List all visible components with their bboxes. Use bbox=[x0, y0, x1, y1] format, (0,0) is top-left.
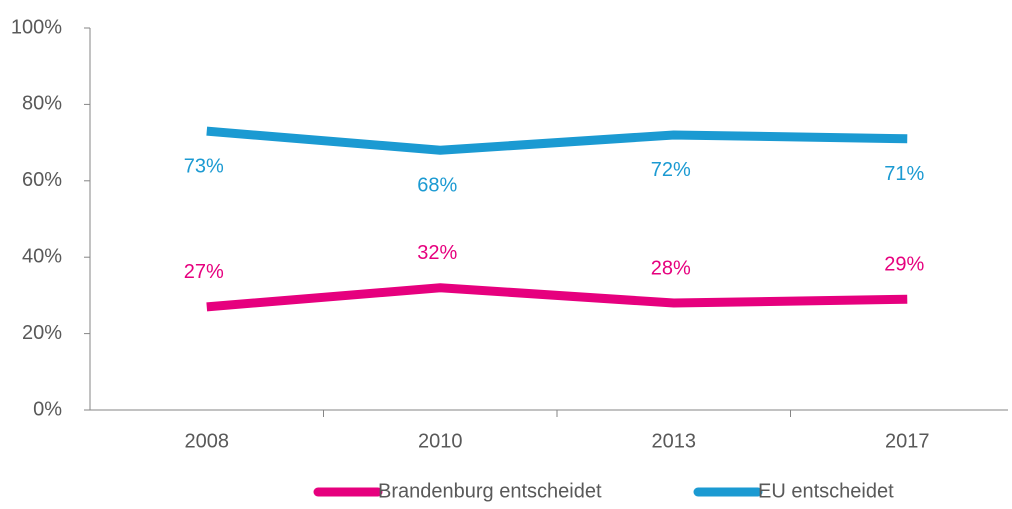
data-label: 29% bbox=[884, 254, 924, 276]
data-label: 68% bbox=[417, 175, 457, 197]
line bbox=[206, 126, 908, 155]
data-label: 73% bbox=[184, 155, 224, 177]
x-tick-label: 2013 bbox=[652, 430, 697, 452]
data-label: 28% bbox=[651, 257, 691, 279]
data-label: 71% bbox=[884, 163, 924, 185]
data-label: 72% bbox=[651, 159, 691, 181]
y-tick-label: 0% bbox=[33, 398, 62, 420]
y-tick-label: 40% bbox=[22, 245, 62, 267]
y-tick-label: 80% bbox=[22, 93, 62, 115]
x-tick-label: 2008 bbox=[185, 430, 230, 452]
x-tick-label: 2010 bbox=[418, 430, 463, 452]
legend-label: EU entscheidet bbox=[758, 480, 894, 502]
legend-label: Brandenburg entscheidet bbox=[378, 480, 602, 502]
y-tick-label: 60% bbox=[22, 169, 62, 191]
line bbox=[206, 283, 908, 312]
x-tick-label: 2017 bbox=[885, 430, 930, 452]
data-label: 27% bbox=[184, 261, 224, 283]
y-tick-label: 100% bbox=[11, 16, 62, 38]
data-label: 32% bbox=[417, 242, 457, 264]
y-tick-label: 20% bbox=[22, 322, 62, 344]
